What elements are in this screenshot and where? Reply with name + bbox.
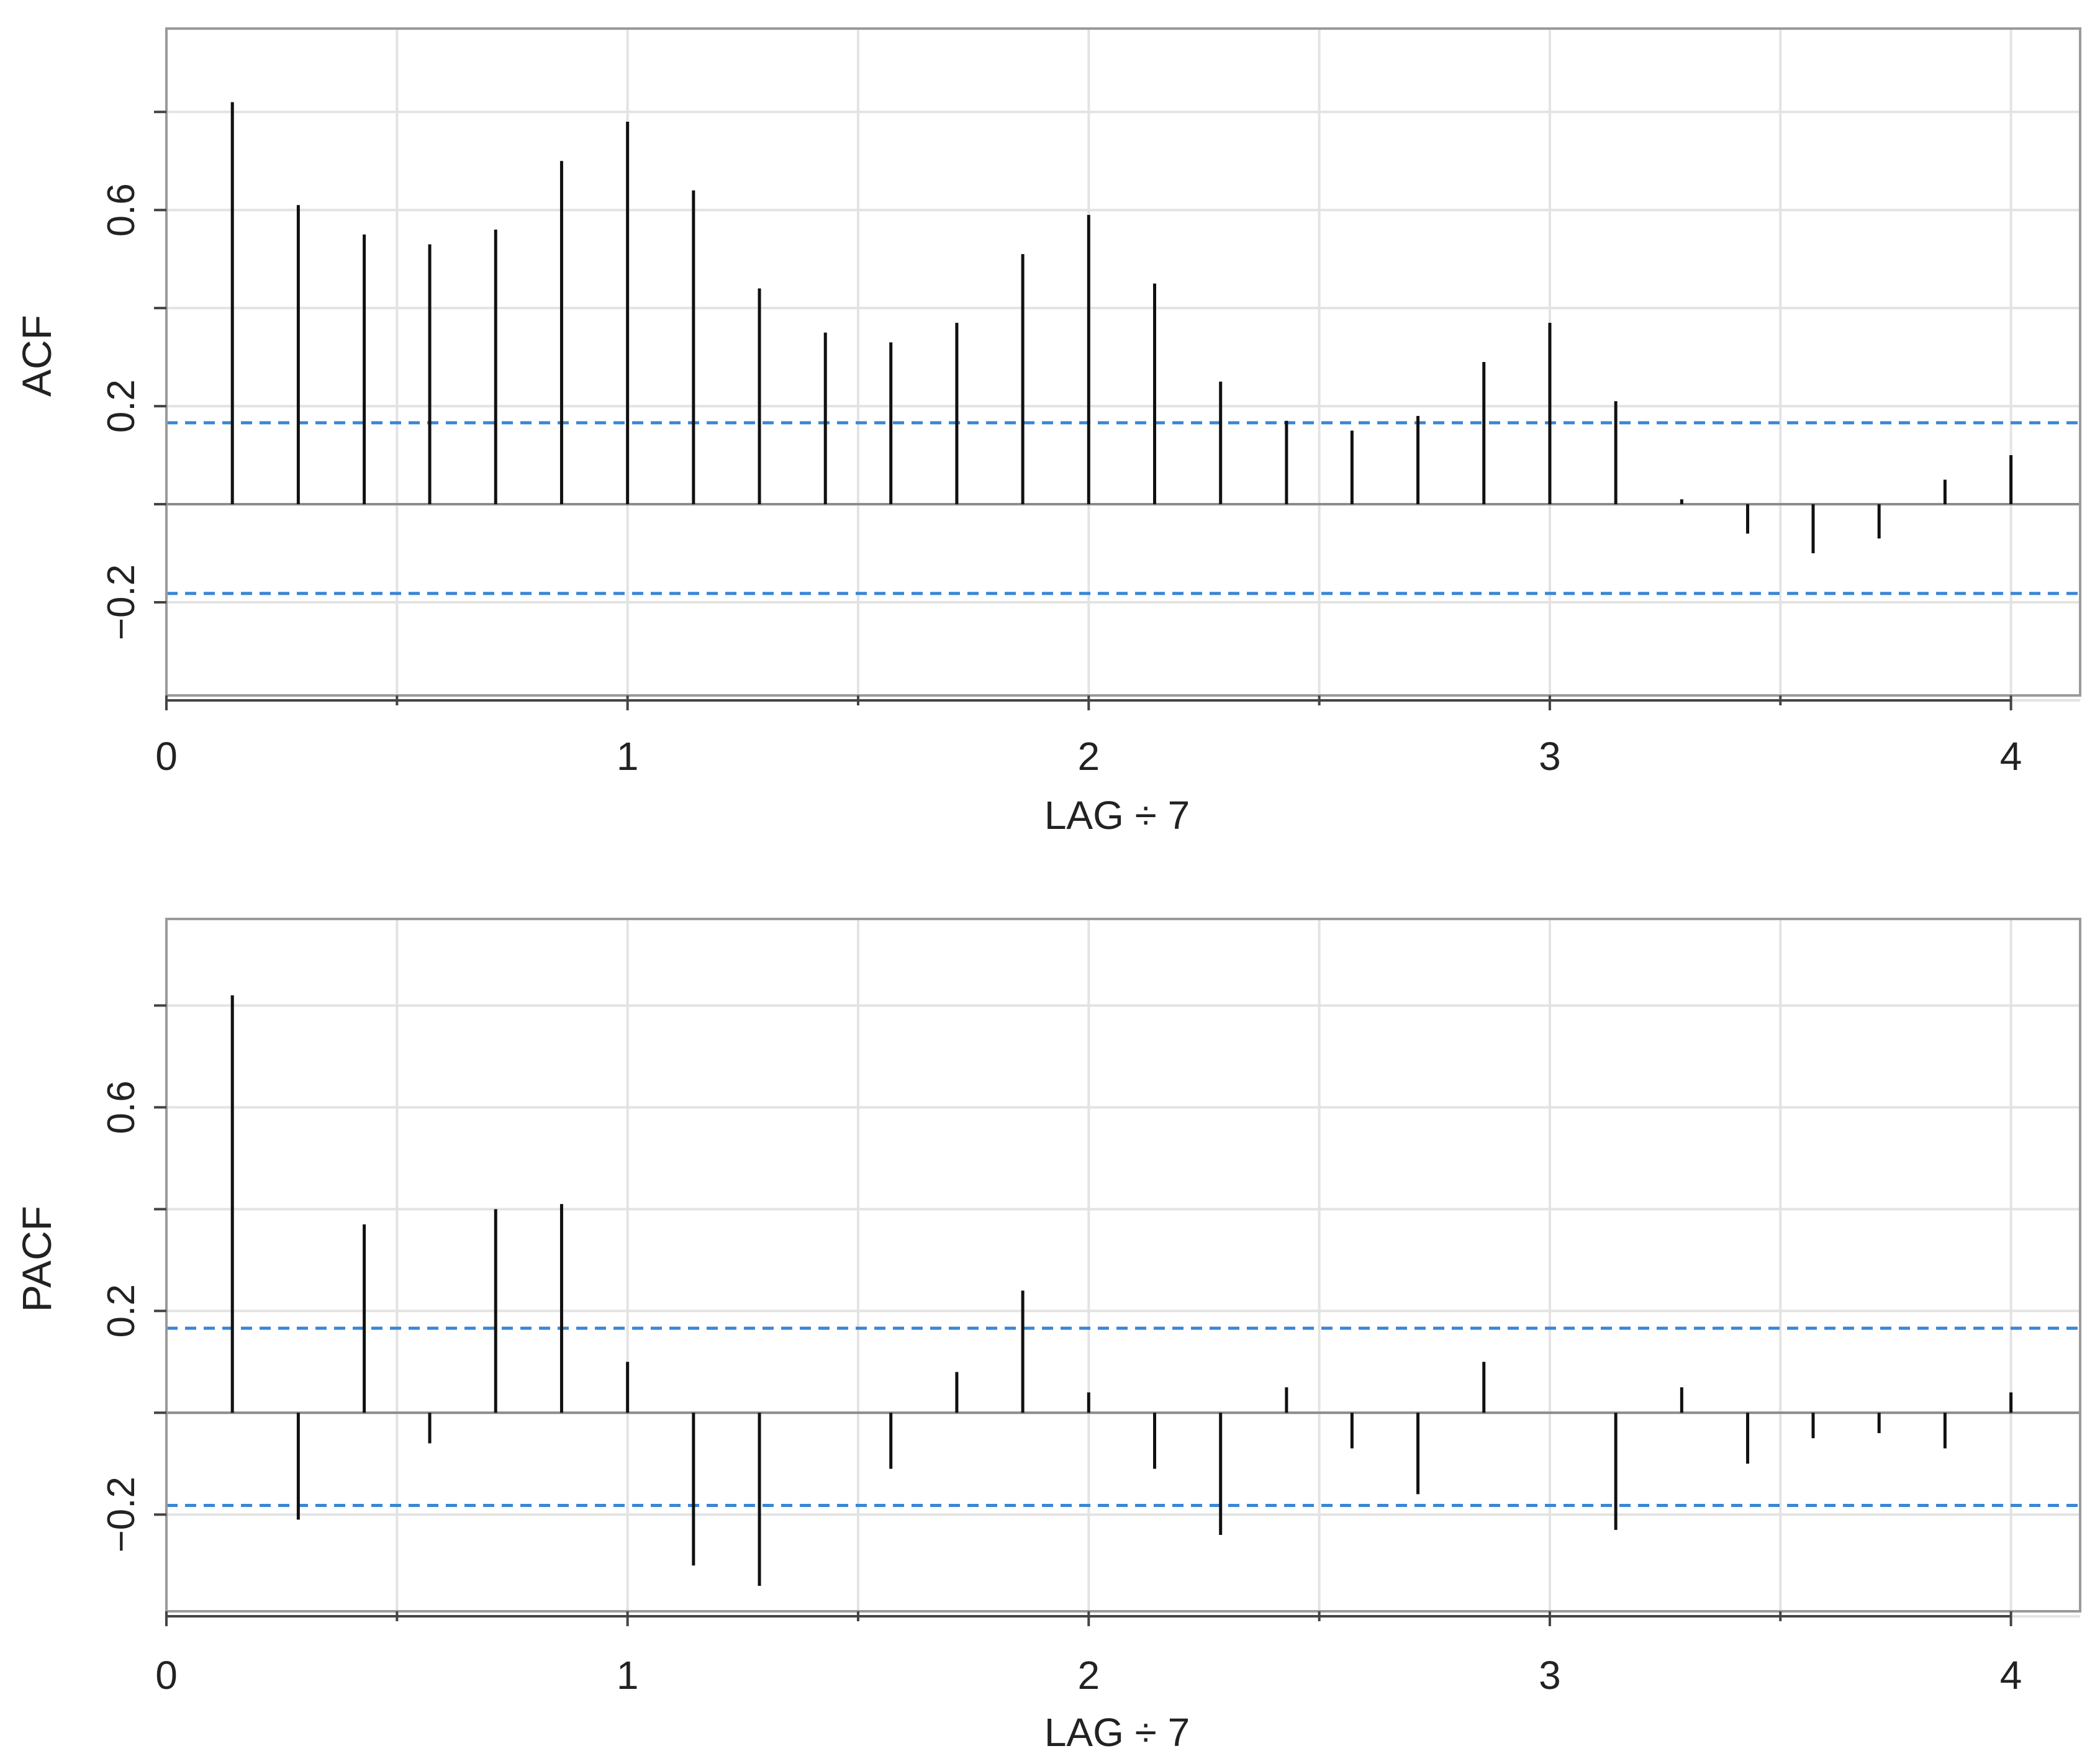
acf-xtick-label: 4	[2000, 734, 2022, 779]
acf-plot-border	[165, 27, 2081, 697]
acf-ytick-label: 0.2	[100, 379, 143, 433]
pacf-xlabel: LAG ÷ 7	[1044, 1710, 1190, 1748]
pacf-ylabel: PACF	[14, 1206, 60, 1312]
acf-ytick-label: 0.6	[100, 183, 143, 237]
pacf-plot-border	[165, 918, 2081, 1613]
acf-xtick-label: 2	[1078, 734, 1100, 779]
acf-xtick-label: 0	[155, 734, 178, 779]
acf-panel: −0.2 0.2 0.6 ACF 0 1 2 3 4 LAG ÷ 7	[14, 27, 2081, 838]
pacf-ytick-label: 0.6	[100, 1080, 143, 1134]
pacf-xtick-label: 4	[2000, 1653, 2022, 1698]
acf-xtick-label: 3	[1539, 734, 1561, 779]
pacf-ytick-label: −0.2	[100, 1477, 143, 1552]
pacf-xtick-label: 1	[617, 1653, 639, 1698]
pacf-ytick-label: 0.2	[100, 1284, 143, 1337]
pacf-panel: −0.2 0.2 0.6 PACF 0 1 2 3 4 LAG ÷ 7	[14, 918, 2081, 1751]
acf-ylabel: ACF	[14, 315, 60, 397]
pacf-xtick-label: 2	[1078, 1653, 1100, 1698]
acf-xlabel: LAG ÷ 7	[1044, 793, 1190, 838]
pacf-xtick-label: 3	[1539, 1653, 1561, 1698]
acf-xtick-label: 1	[617, 734, 639, 779]
acf-ytick-label: −0.2	[100, 564, 143, 640]
pacf-xtick-label: 0	[155, 1653, 178, 1698]
